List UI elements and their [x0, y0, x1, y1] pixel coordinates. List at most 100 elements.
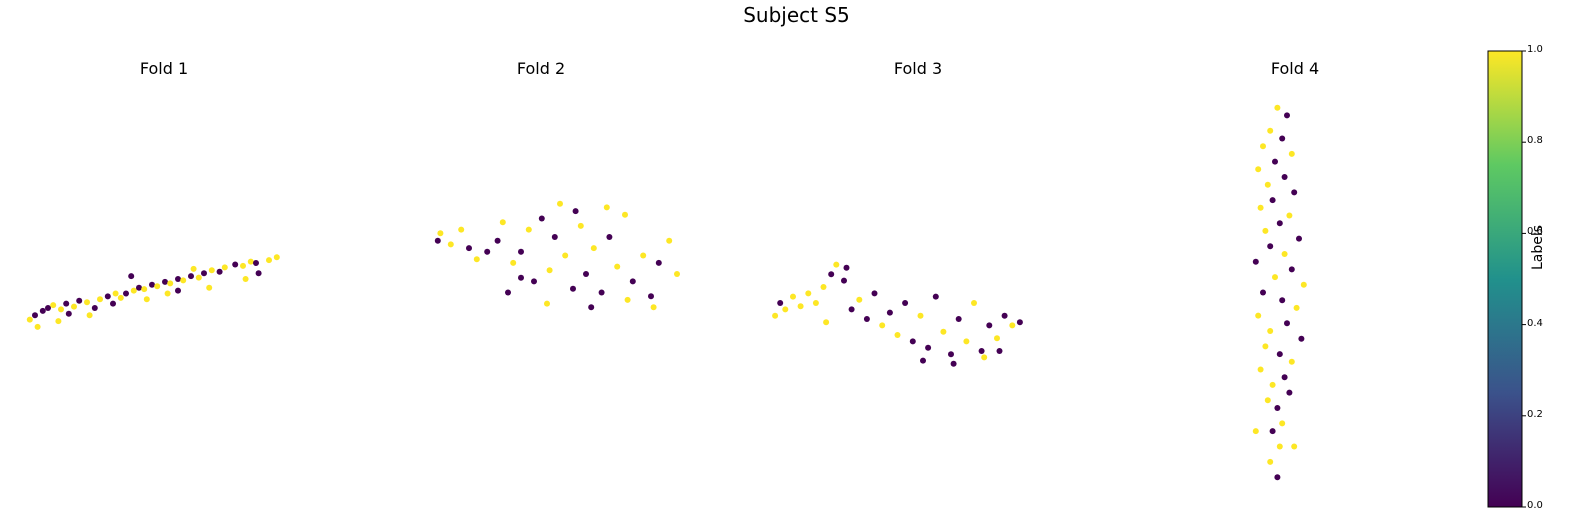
scatter-point — [886, 309, 893, 316]
scatter-point — [932, 293, 939, 300]
scatter-point — [1279, 297, 1286, 304]
scatter-point — [606, 234, 613, 240]
scatter-point — [208, 267, 215, 274]
scatter-panel-2 — [434, 200, 680, 311]
scatter-point — [1279, 420, 1286, 427]
scatter-point — [782, 306, 789, 313]
scatter-point — [1286, 212, 1293, 219]
scatter-point — [45, 305, 51, 311]
figure-title: Subject S5 — [743, 3, 850, 27]
scatter-point — [1272, 158, 1278, 165]
scatter-point — [494, 237, 501, 244]
scatter-point — [772, 312, 779, 319]
scatter-point — [994, 335, 1000, 342]
scatter-point — [525, 226, 532, 233]
scatter-point — [473, 256, 480, 263]
scatter-panel-3 — [772, 261, 1023, 367]
scatter-point — [1257, 204, 1264, 211]
colorbar-tick-label: 1.0 — [1527, 44, 1543, 55]
scatter-point — [1257, 366, 1264, 373]
scatter-point — [123, 290, 129, 297]
scatter-point — [1276, 443, 1283, 450]
scatter-point — [195, 274, 202, 281]
scatter-point — [206, 284, 213, 291]
scatter-point — [1269, 381, 1276, 388]
scatter-point — [1252, 428, 1259, 435]
scatter-point — [841, 277, 847, 284]
scatter-point — [1252, 258, 1259, 265]
scatter-point — [175, 276, 181, 282]
scatter-point — [1274, 474, 1281, 481]
scatter-point — [655, 259, 662, 266]
scatter-point — [971, 300, 977, 306]
scatter-panel-4 — [1252, 104, 1307, 481]
scatter-point — [1260, 143, 1266, 150]
scatter-point — [531, 278, 537, 285]
scatter-point — [253, 260, 259, 266]
scatter-point — [963, 338, 970, 345]
scatter-point — [1281, 374, 1288, 381]
scatter-point — [879, 322, 886, 329]
scatter-point — [34, 323, 41, 330]
scatter-point — [1264, 181, 1271, 188]
scatter-point — [505, 289, 511, 296]
scatter-point — [55, 318, 62, 325]
scatter-point — [562, 252, 569, 259]
scatter-point — [1276, 220, 1283, 227]
scatter-point — [640, 252, 647, 259]
scatter-point — [164, 290, 171, 297]
scatter-point — [812, 300, 819, 306]
scatter-point — [674, 271, 680, 277]
scatter-point — [437, 230, 444, 237]
panel-title-fold-1: Fold 1 — [139, 59, 189, 78]
scatter-point — [894, 332, 901, 338]
scatter-point — [1291, 189, 1298, 196]
scatter-point — [1300, 281, 1307, 288]
scatter-point — [240, 262, 246, 269]
scatter-point — [180, 277, 187, 284]
scatter-point — [242, 276, 249, 282]
scatter-point — [948, 351, 954, 358]
scatter-point — [162, 278, 168, 285]
scatter-point — [136, 284, 142, 291]
scatter-point — [32, 312, 38, 319]
scatter-point — [978, 348, 985, 354]
scatter-point — [1269, 428, 1276, 435]
scatter-point — [499, 219, 506, 226]
scatter-point — [1267, 243, 1274, 250]
colorbar-tick-label: 0.6 — [1527, 226, 1543, 238]
scatter-point — [50, 302, 57, 309]
scatter-point — [143, 296, 150, 303]
scatter-point — [1267, 127, 1274, 134]
scatter-point — [1274, 405, 1281, 411]
scatter-point — [1016, 319, 1023, 326]
scatter-point — [843, 264, 850, 271]
scatter-point — [871, 290, 878, 297]
scatter-point — [940, 328, 947, 335]
scatter-point — [629, 278, 636, 285]
scatter-point — [128, 273, 135, 280]
scatter-point — [909, 338, 916, 345]
scatter-point — [1262, 343, 1269, 350]
scatter-point — [484, 248, 491, 255]
scatter-panel-1 — [26, 254, 280, 330]
scatter-point — [1267, 328, 1274, 334]
scatter-point — [110, 300, 116, 307]
scatter-point — [1281, 251, 1288, 257]
scatter-point — [1288, 266, 1295, 273]
scatter-point — [466, 245, 472, 252]
scatter-point — [247, 258, 254, 265]
scatter-point — [790, 293, 796, 300]
scatter-point — [447, 241, 454, 248]
scatter-point — [1291, 443, 1298, 450]
scatter-point — [1264, 397, 1271, 404]
scatter-point — [97, 296, 103, 303]
scatter-point — [981, 354, 988, 361]
scatter-point — [175, 287, 181, 294]
scatter-point — [1288, 358, 1295, 365]
scatter-point — [622, 211, 628, 218]
scatter-point — [557, 200, 563, 207]
scatter-point — [1284, 112, 1290, 119]
scatter-point — [518, 274, 524, 281]
